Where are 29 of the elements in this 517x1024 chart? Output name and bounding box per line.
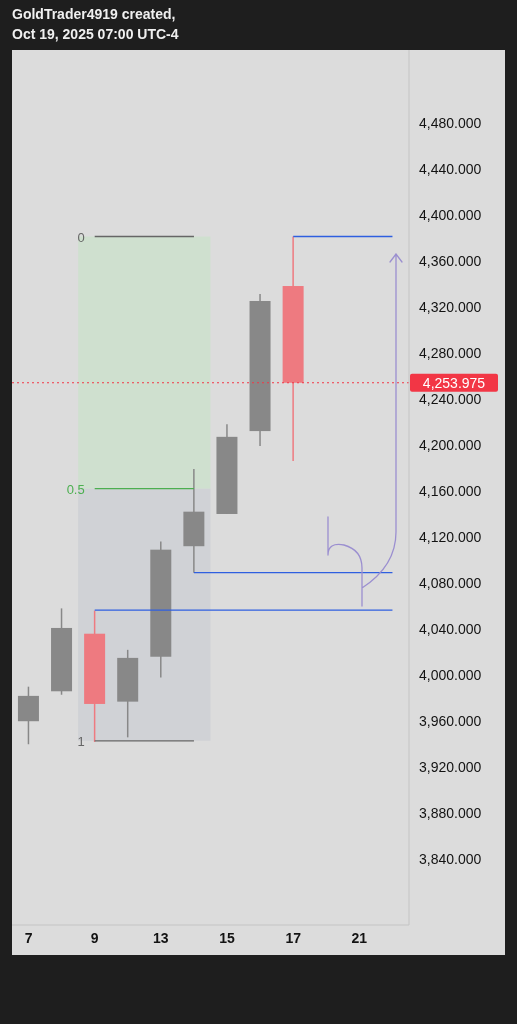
x-tick-label: 7	[24, 929, 33, 946]
y-tick-label: 4,080.000	[419, 575, 482, 592]
x-tick-label: 9	[90, 929, 99, 946]
ref-line-label: 4,253.975	[422, 374, 486, 391]
y-tick-label: 4,360.000	[419, 252, 482, 269]
y-tick-label: 4,480.000	[419, 114, 482, 131]
chart-title: GoldTrader4919 created,	[12, 5, 177, 24]
annotation: 0.5	[66, 481, 85, 497]
y-tick-label: 4,040.000	[419, 621, 482, 638]
y-tick-label: 4,000.000	[419, 667, 482, 684]
y-tick-label: 3,920.000	[419, 759, 482, 776]
y-tick-label: 4,160.000	[419, 482, 482, 499]
annotation: 0	[77, 229, 85, 245]
y-tick-label: 4,200.000	[419, 436, 482, 453]
y-tick-label: 4,320.000	[419, 298, 482, 315]
y-tick-label: 3,880.000	[419, 805, 482, 822]
y-tick-label: 4,440.000	[419, 160, 482, 177]
y-tick-label: 4,400.000	[419, 206, 482, 223]
annotation: 1	[77, 733, 85, 749]
chart-subtitle: Oct 19, 2025 07:00 UTC-4	[12, 25, 179, 44]
y-tick-label: 3,960.000	[419, 713, 482, 730]
y-tick-label: 4,120.000	[419, 528, 482, 545]
x-tick-label: 17	[285, 929, 302, 946]
y-tick-label: 4,240.000	[419, 390, 482, 407]
x-tick-label: 13	[153, 929, 169, 946]
y-tick-label: 3,840.000	[419, 851, 482, 868]
y-tick-label: 4,280.000	[419, 344, 482, 361]
x-tick-label: 15	[219, 929, 236, 946]
x-tick-label: 21	[351, 929, 368, 946]
